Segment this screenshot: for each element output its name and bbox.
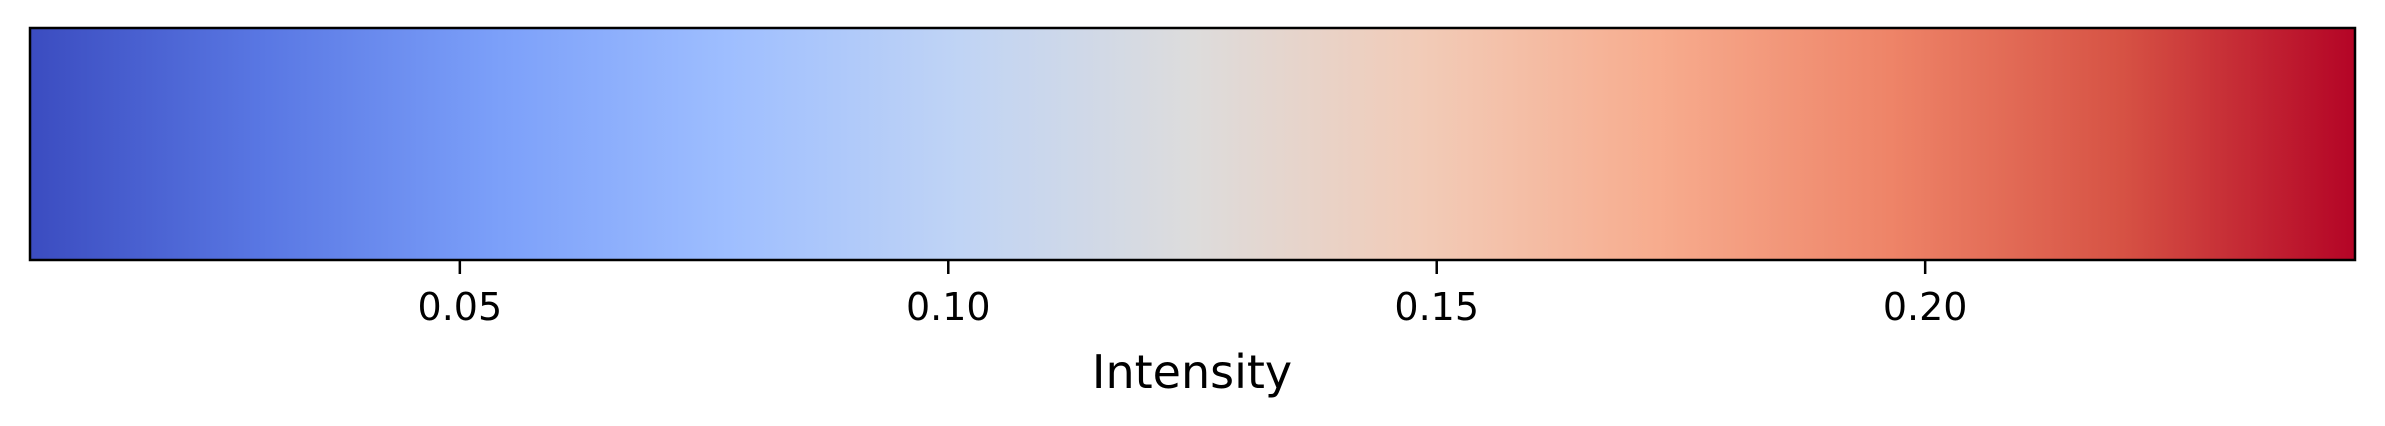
colorbar-label: Intensity — [1092, 345, 1292, 399]
tick-label: 0.05 — [418, 285, 503, 329]
tick-label: 0.20 — [1883, 285, 1968, 329]
colorbar-frame — [28, 26, 2357, 262]
colorbar-gradient — [30, 28, 2355, 260]
tick-label: 0.15 — [1394, 285, 1479, 329]
colorbar-ticks: 0.05 0.10 0.15 0.20 — [418, 260, 1968, 329]
tick-label: 0.10 — [906, 285, 991, 329]
